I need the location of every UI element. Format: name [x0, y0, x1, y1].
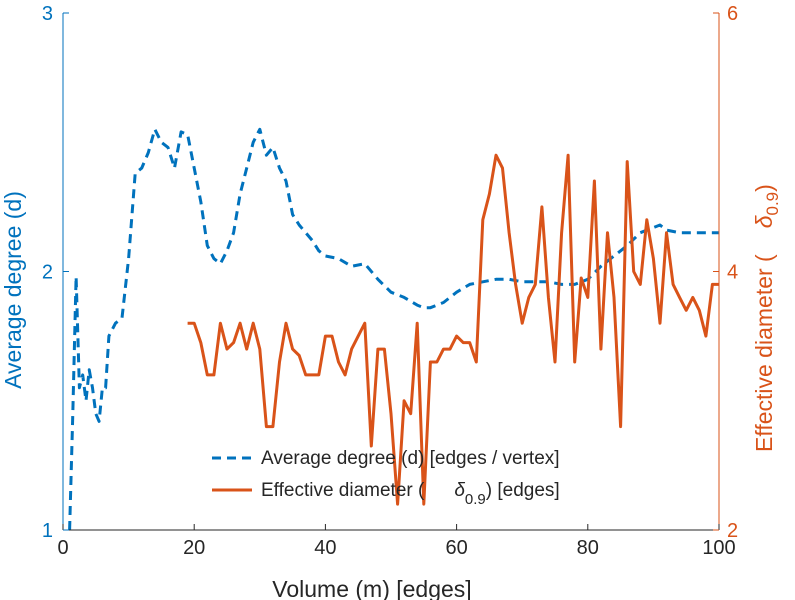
right-y-axis-title-prefix: Effective diameter (	[751, 254, 777, 452]
x-tick-label: 20	[183, 537, 205, 559]
right-y-axis-title-symbol: δ	[751, 215, 777, 228]
right-y-tick-label: 4	[727, 262, 738, 284]
legend: Average degree (d) [edges / vertex] Effe…	[212, 448, 560, 508]
plot-area	[63, 13, 719, 530]
x-tick-label: 60	[445, 537, 467, 559]
x-tick-label: 80	[577, 537, 599, 559]
legend-label-prefix: Effective diameter (	[261, 480, 425, 501]
right-y-tick-label: 6	[727, 3, 738, 25]
ticks-group: 0 20 40 60 80 100 1 2 3 2 4 6	[42, 3, 738, 559]
right-y-tick-label: 2	[727, 520, 738, 542]
legend-label-suffix: ) [edges]	[486, 480, 560, 501]
legend-label-symbol: δ	[454, 480, 465, 501]
legend-label-average-degree: Average degree (d) [edges / vertex]	[261, 448, 560, 469]
legend-label-effective-diameter: Effective diameter ( δ0.9) [edges]	[261, 480, 560, 508]
right-y-axis-title-suffix: )	[751, 184, 777, 192]
left-y-tick-label: 1	[42, 520, 53, 542]
right-y-axis-title-subscript: 0.9	[763, 192, 782, 216]
series-group	[68, 127, 719, 531]
left-y-tick-label: 3	[42, 3, 53, 25]
x-tick-label: 100	[702, 537, 735, 559]
effective-diameter-line	[187, 153, 719, 506]
x-tick-label: 40	[314, 537, 336, 559]
legend-label-subscript: 0.9	[465, 491, 486, 508]
right-y-axis-title: Effective diameter ( δ0.9)	[751, 184, 782, 452]
x-axis-title: Volume (m) [edges]	[272, 576, 471, 600]
left-y-tick-label: 2	[42, 262, 53, 284]
left-y-axis-title: Average degree (d)	[0, 191, 26, 389]
x-tick-label: 0	[57, 537, 68, 559]
